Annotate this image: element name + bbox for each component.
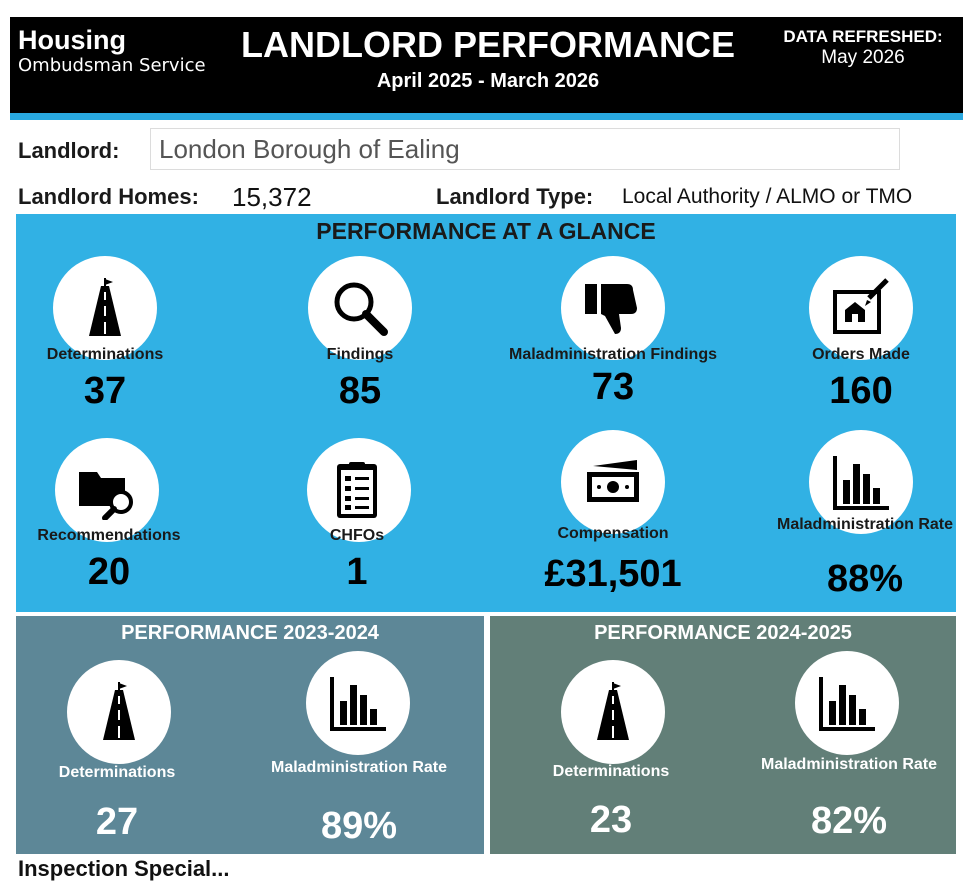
bar-chart-icon [306, 651, 410, 755]
glance-title: PERFORMANCE AT A GLANCE [316, 218, 656, 244]
stat-label-findings: Findings [326, 346, 394, 363]
stat-label-recommendations: Recommendations [37, 527, 181, 544]
page-title: LANDLORD PERFORMANCE [241, 24, 735, 65]
thumbs-down-icon [561, 256, 665, 360]
stat-value-maladministration-findings: 73 [591, 366, 635, 408]
panel-title-2024-2025: PERFORMANCE 2024-2025 [594, 622, 852, 644]
landlord-homes-label: Landlord Homes: [18, 184, 199, 209]
landlord-homes-value: 15,372 [232, 182, 312, 212]
stat-value-compensation: £31,501 [544, 553, 682, 595]
performance-at-a-glance-panel [16, 214, 956, 612]
reporting-period: April 2025 - March 2026 [376, 70, 600, 92]
stat-value-findings: 85 [338, 370, 382, 412]
road-icon [67, 660, 171, 764]
landlord-label: Landlord: [18, 138, 120, 163]
landlord-select[interactable]: London Borough of Ealing [150, 128, 900, 170]
stat-label-maladministration-rate: Maladministration Rate [776, 516, 954, 533]
maladministration-rate-label-2024-2025: Maladministration Rate [760, 756, 938, 773]
landlord-type-label: Landlord Type: [436, 184, 594, 209]
determinations-label-2023-2024: Determinations [58, 764, 176, 781]
panel-title-2023-2024: PERFORMANCE 2023-2024 [121, 622, 379, 644]
stat-label-orders-made: Orders Made [812, 346, 910, 363]
stat-label-chfos: CHFOs [329, 527, 385, 544]
maladministration-rate-value-2023-2024: 89% [320, 805, 398, 847]
checklist-icon [307, 438, 411, 542]
stat-value-recommendations: 20 [87, 551, 131, 593]
house-plan-icon [809, 256, 913, 360]
bar-chart-icon [795, 651, 899, 755]
stat-value-maladministration-rate: 88% [826, 558, 904, 600]
money-icon [561, 430, 665, 534]
road-icon [53, 256, 157, 360]
determinations-value-2024-2025: 23 [589, 799, 633, 841]
brand-subtitle: Ombudsman Service [18, 55, 206, 76]
stat-value-orders-made: 160 [829, 370, 893, 412]
header-bar [10, 17, 963, 113]
maladministration-rate-label-2023-2024: Maladministration Rate [270, 759, 448, 776]
road-icon [561, 660, 665, 764]
determinations-value-2023-2024: 27 [95, 801, 139, 843]
maladministration-rate-value-2024-2025: 82% [810, 800, 888, 842]
stat-label-maladministration-findings: Maladministration Findings [508, 346, 717, 363]
stat-label-determinations: Determinations [46, 346, 164, 363]
brand-name: Housing [18, 25, 126, 55]
footer-section-heading: Inspection Special... [18, 856, 230, 881]
stat-value-determinations: 37 [83, 370, 127, 412]
bar-chart-icon [809, 430, 913, 534]
folder-search-icon [55, 438, 159, 542]
data-refreshed-label: DATA REFRESHED: [783, 27, 943, 46]
landlord-type-value: Local Authority / ALMO or TMO [622, 185, 913, 208]
data-refreshed-value: May 2026 [821, 47, 905, 68]
stat-value-chfos: 1 [346, 551, 368, 593]
magnifier-icon [308, 256, 412, 360]
determinations-label-2024-2025: Determinations [552, 763, 670, 780]
stat-label-compensation: Compensation [557, 525, 669, 542]
header-accent-rule [10, 113, 963, 120]
